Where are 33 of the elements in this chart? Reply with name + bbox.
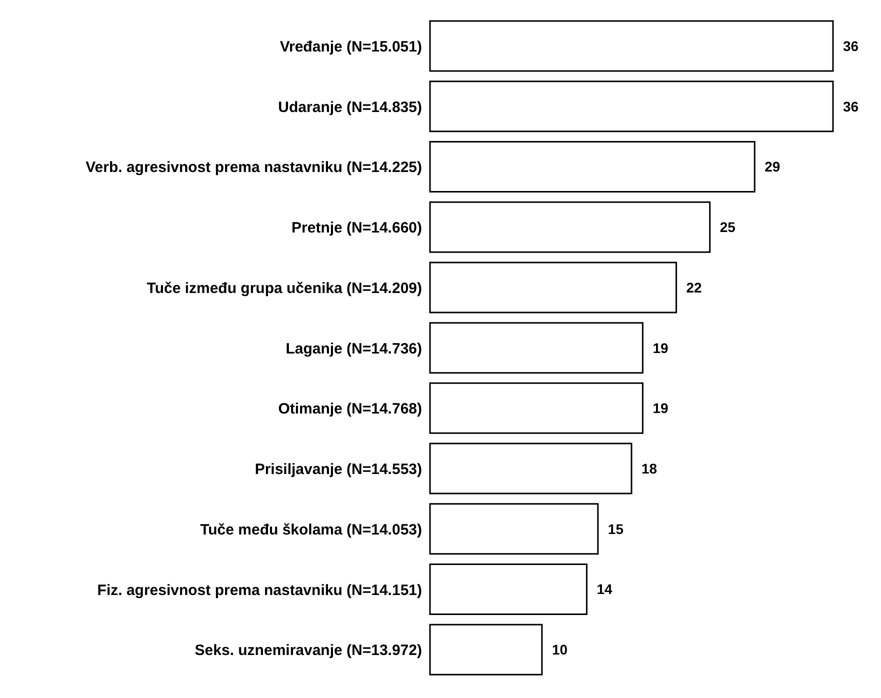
data-label: 36 xyxy=(843,98,859,114)
y-tick-label: Pretnje (N=14.660) xyxy=(292,220,422,237)
y-tick-label: Laganje (N=14.736) xyxy=(286,340,422,358)
data-label: 18 xyxy=(642,460,658,477)
bar xyxy=(429,564,588,616)
bar xyxy=(429,624,543,676)
bar xyxy=(429,262,678,314)
data-label: 25 xyxy=(720,219,736,236)
bar xyxy=(429,382,644,434)
y-tick-label: Prisiljavanje (N=14.553) xyxy=(254,461,422,478)
bar xyxy=(429,442,632,494)
data-label: 15 xyxy=(608,520,624,537)
data-label: 19 xyxy=(652,340,668,356)
data-label: 29 xyxy=(764,158,780,175)
data-label: 14 xyxy=(596,581,613,598)
data-label: 10 xyxy=(552,642,568,658)
bar xyxy=(429,140,756,192)
y-tick-label: Fiz. agresivnost prema nastavniku (N=14.151) xyxy=(97,582,422,599)
y-tick-label: Vređanje (N=15.051) xyxy=(280,38,422,56)
data-label: 19 xyxy=(652,400,668,416)
bar xyxy=(429,80,834,132)
data-label: 22 xyxy=(686,279,702,296)
bar xyxy=(429,503,599,555)
bar xyxy=(429,201,711,253)
y-tick-label: Seks. uznemiravanje (N=13.972) xyxy=(194,642,422,660)
y-tick-label: Verb. agresivnost prema nastavniku (N=14.225) xyxy=(86,159,422,176)
y-tick-label: Otimanje (N=14.768) xyxy=(278,400,422,418)
y-tick-label: Tuče između grupa učenika (N=14.209) xyxy=(146,280,422,297)
data-label: 36 xyxy=(843,38,859,54)
y-tick-label: Udaranje (N=14.835) xyxy=(278,98,422,116)
bar xyxy=(429,20,834,72)
y-tick-label: Tuče među školama (N=14.053) xyxy=(200,521,422,538)
bar xyxy=(429,322,644,374)
